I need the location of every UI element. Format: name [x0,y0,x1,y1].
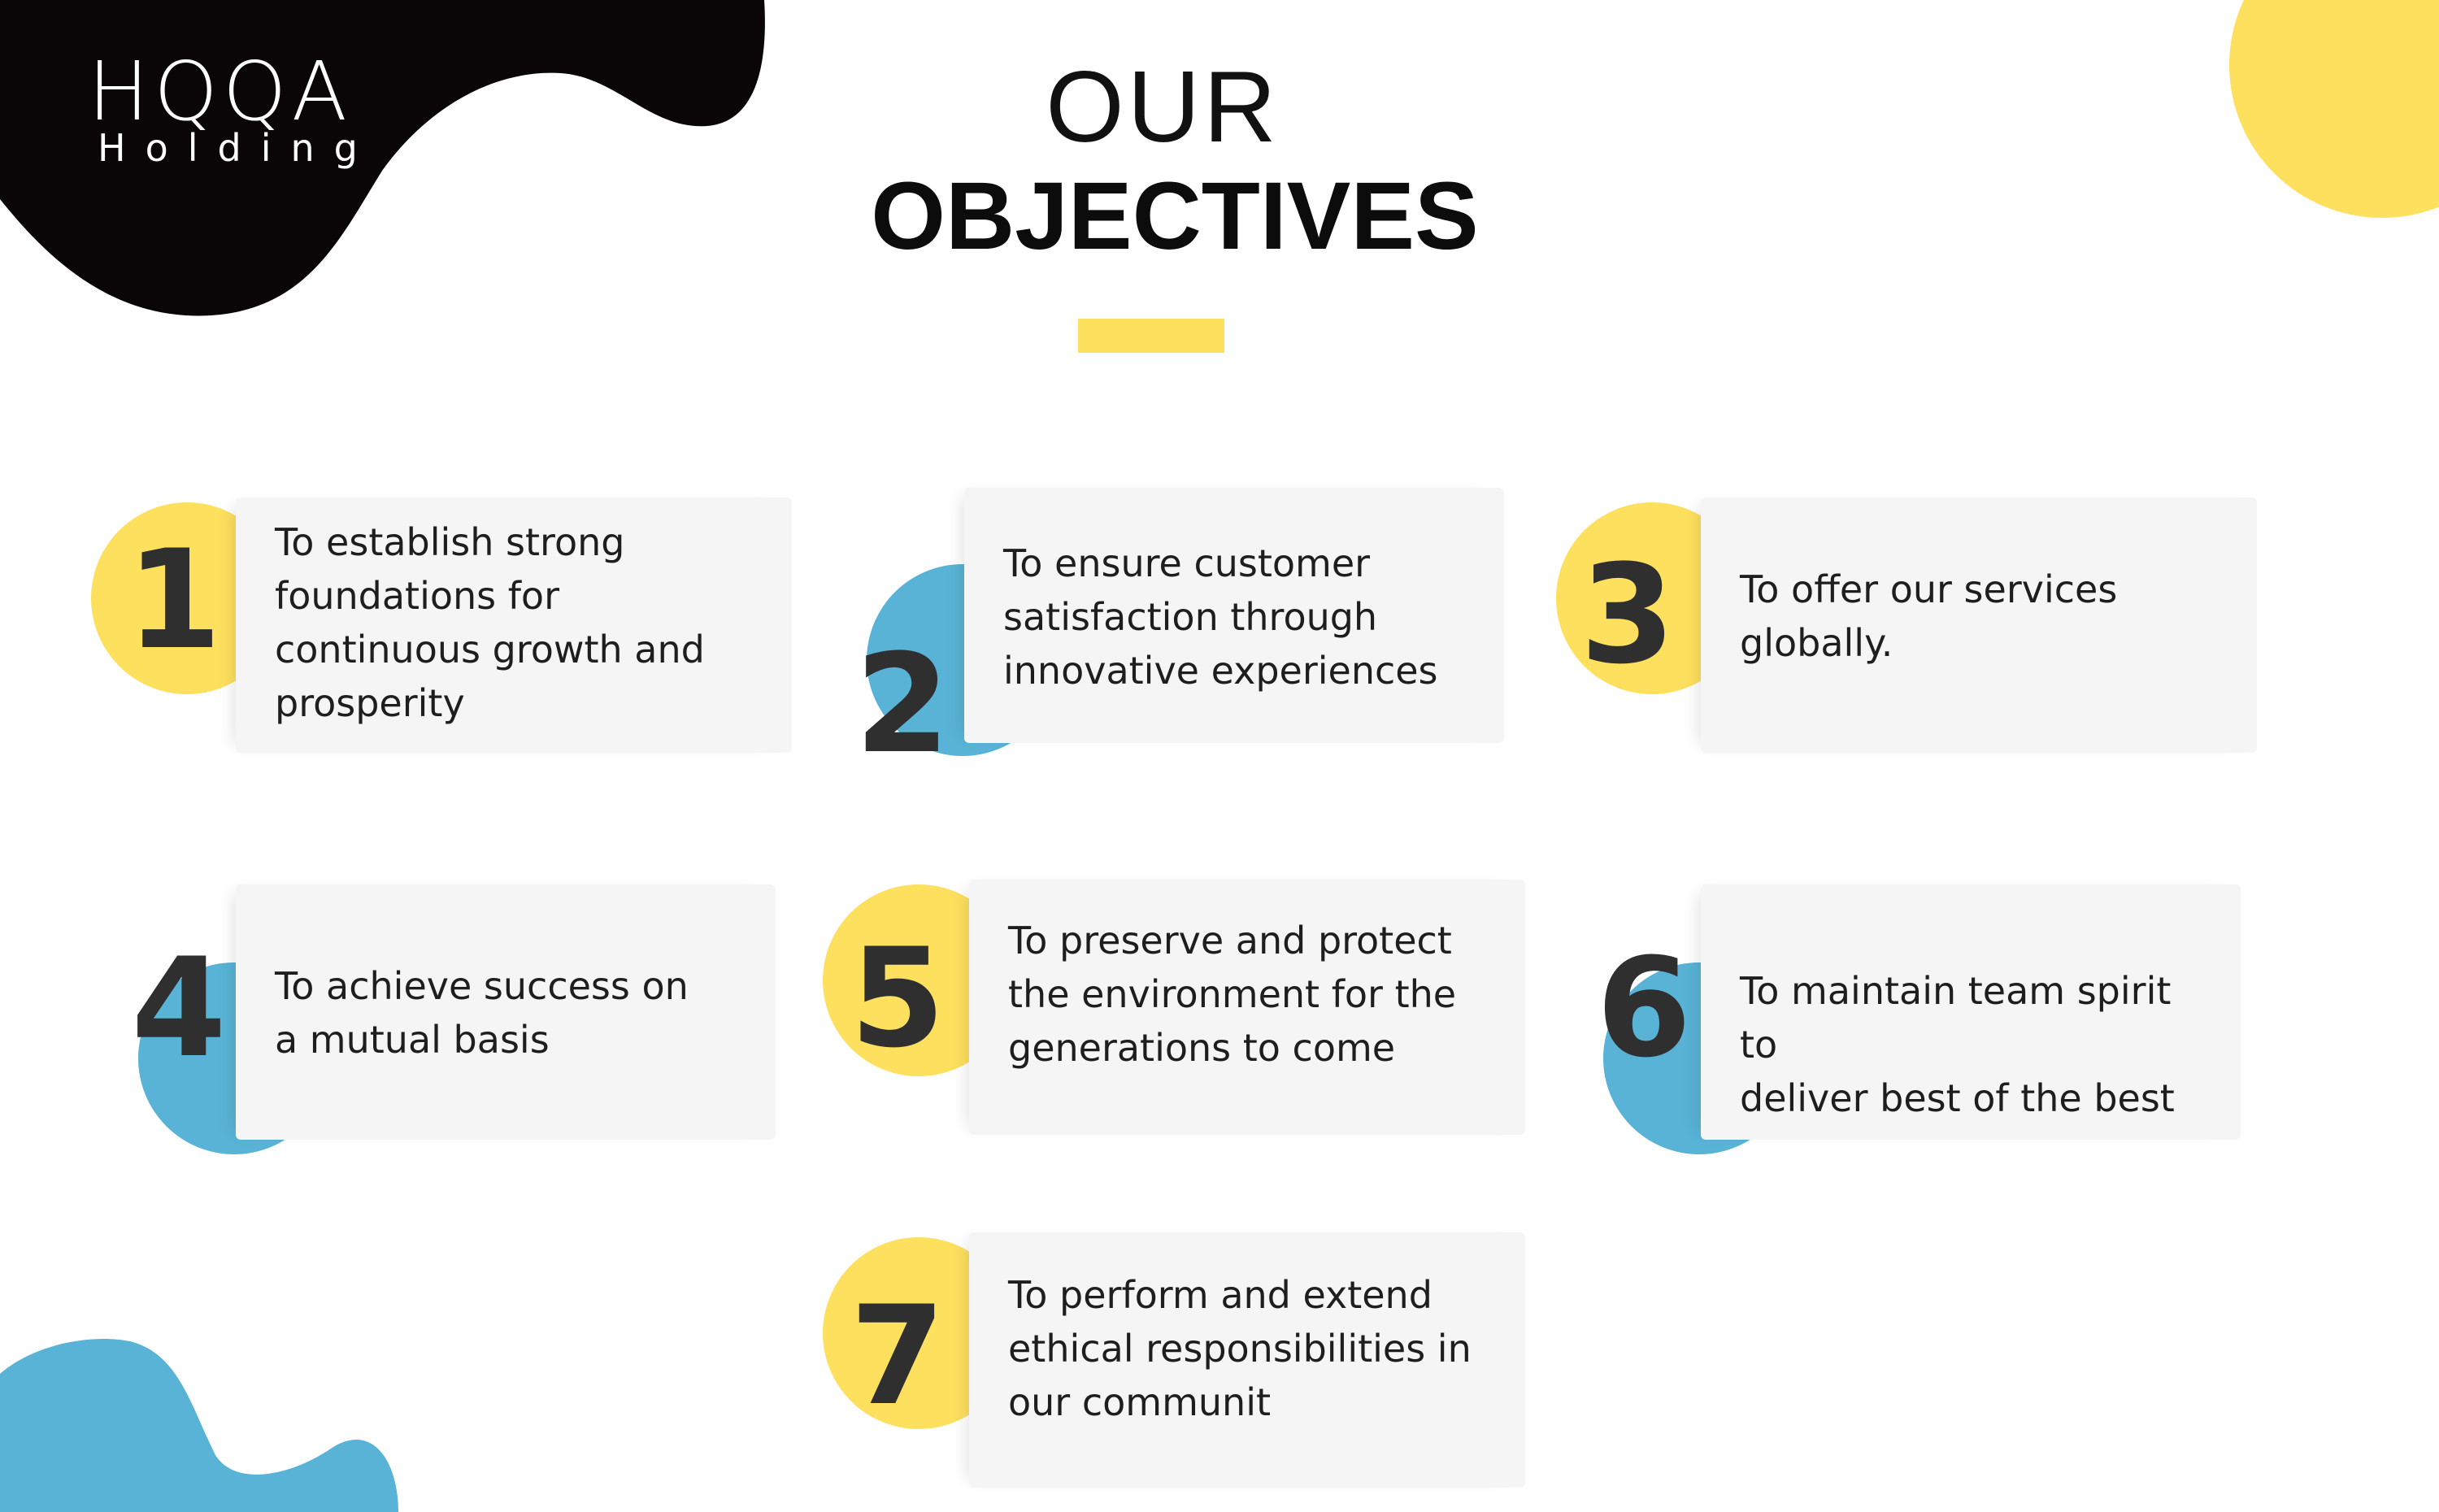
objective-3-number: 3 [1580,535,1676,694]
objective-4-number: 4 [131,928,227,1088]
objective-6-card: To maintain team spirit to deliver best … [1701,884,2241,1140]
objective-1-card: To establish strong foundations for cont… [236,497,792,753]
objective-7-number: 7 [850,1276,946,1436]
objective-2-text: To ensure customer satisfaction through … [1003,541,1438,693]
heading-line-1: OUR [1046,51,1280,163]
objective-2-card: To ensure customer satisfaction through … [964,488,1504,743]
objective-5-number: 5 [850,919,946,1078]
title-underline-bar [1078,319,1224,353]
objective-4-text: To achieve success on a mutual basis [275,964,689,1062]
brand-logo: HQQA [88,44,353,139]
brand-subtitle: Holding [98,126,377,170]
objective-6-text: To maintain team spirit to deliver best … [1740,969,2175,1120]
objective-2-number: 2 [854,624,950,784]
page-title: OBJECTIVES [871,163,1479,270]
objective-5-text: To preserve and protect the environment … [1008,919,1457,1070]
objective-3-card: To offer our services globally. [1701,497,2257,753]
objective-1-number: 1 [126,520,222,680]
objective-6-number: 6 [1596,928,1692,1088]
yellow-corner-circle [2229,0,2439,218]
objective-7-card: To perform and extend ethical responsibi… [969,1232,1525,1488]
objective-4-card: To achieve success on a mutual basis [236,884,776,1140]
objective-3-text: To offer our services globally. [1740,567,2118,665]
objective-1-text: To establish strong foundations for cont… [275,520,705,725]
black-corner-blob [0,0,765,316]
objective-5-card: To preserve and protect the environment … [969,880,1525,1135]
blue-corner-blob [0,1338,398,1512]
objective-7-text: To perform and extend ethical responsibi… [1008,1273,1472,1424]
